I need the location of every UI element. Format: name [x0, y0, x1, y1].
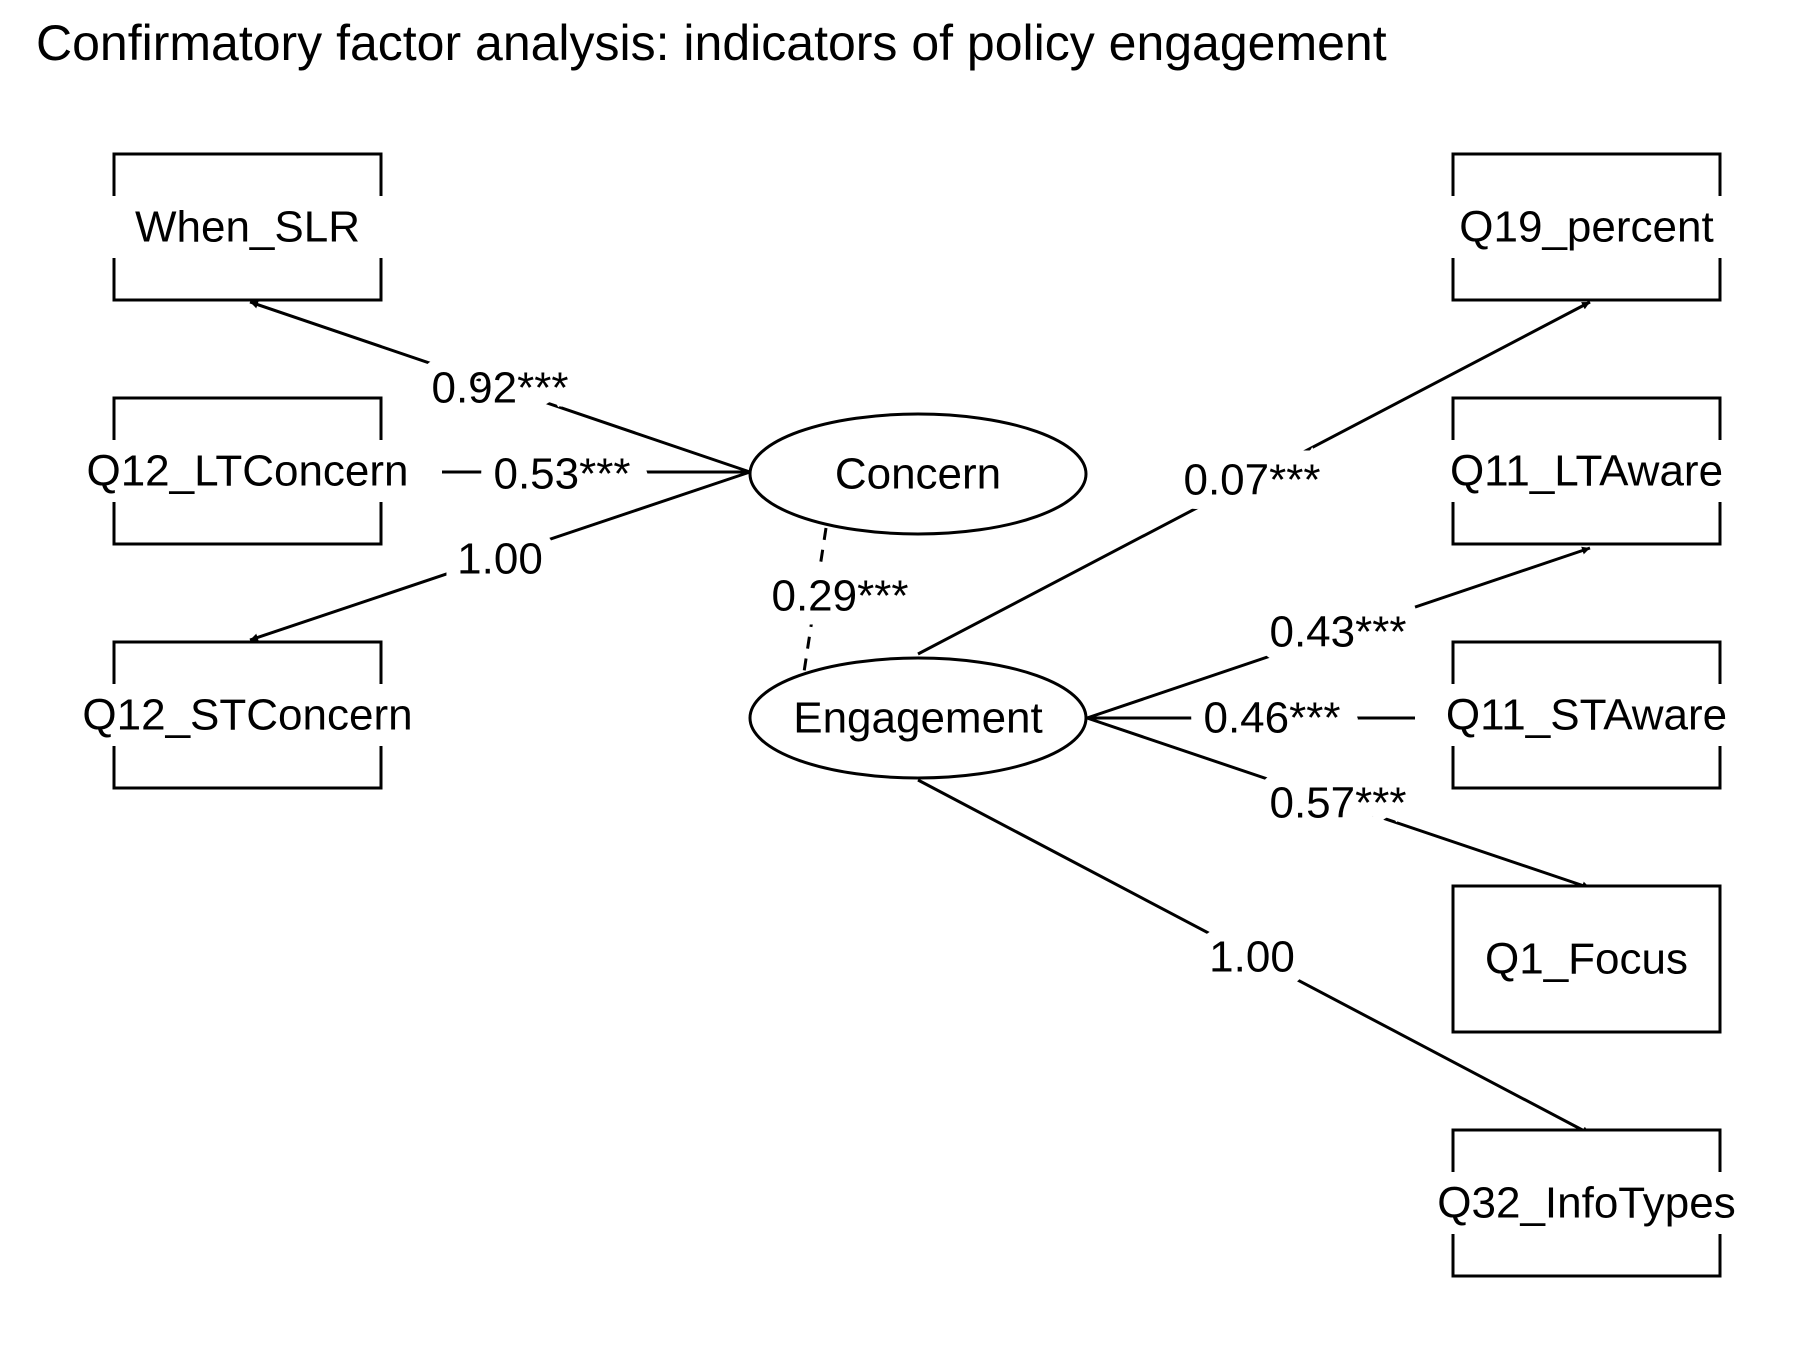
loading-path-q12-st: [249, 470, 751, 642]
indicator-q11-lt: Q11_LTAware: [1450, 396, 1723, 546]
loading-label-q12-st: 1.00: [457, 535, 543, 584]
indicator-q12-lt: Q12_LTConcern: [86, 396, 409, 546]
loading-path-when-slr: [249, 300, 751, 474]
loading-path-q11-lt: [1086, 546, 1591, 720]
indicator-label-q11-st: Q11_STAware: [1446, 691, 1727, 740]
indicator-label-when-slr: When_SLR: [135, 203, 360, 252]
indicator-q19: Q19_percent: [1451, 152, 1722, 302]
loading-label-q32: 1.00: [1209, 933, 1295, 982]
loading-label-q1: 0.57***: [1269, 779, 1406, 828]
indicator-q1: Q1_Focus: [1451, 884, 1722, 1034]
indicator-label-q19: Q19_percent: [1459, 203, 1713, 252]
latent-concern: Concern: [748, 412, 1088, 536]
loading-label-q12-lt: 0.53***: [493, 450, 630, 499]
loading-path-q19: [917, 300, 1591, 656]
indicator-label-q12-st: Q12_STConcern: [82, 691, 412, 740]
latent-engagement: Engagement: [748, 656, 1088, 780]
loading-label-when-slr: 0.92***: [431, 364, 568, 413]
indicator-label-q11-lt: Q11_LTAware: [1450, 447, 1723, 496]
indicator-q12-st: Q12_STConcern: [82, 640, 413, 790]
loading-path-q32: [917, 778, 1591, 1136]
covariance-label: 0.29***: [771, 572, 908, 621]
loading-label-q11-st: 0.46***: [1203, 694, 1340, 743]
latent-label-engagement: Engagement: [793, 694, 1043, 743]
loading-label-q19: 0.07***: [1183, 456, 1320, 505]
indicator-q32: Q32_InfoTypes: [1437, 1128, 1736, 1278]
loading-path-q1: [1086, 716, 1591, 890]
indicator-q11-st: Q11_STAware: [1446, 640, 1727, 790]
latent-label-concern: Concern: [835, 450, 1001, 499]
diagram-title: Confirmatory factor analysis: indicators…: [36, 15, 1387, 71]
indicator-when-slr: When_SLR: [112, 152, 383, 302]
covariance-path: [802, 527, 828, 673]
indicator-label-q1: Q1_Focus: [1485, 935, 1688, 984]
indicator-label-q12-lt: Q12_LTConcern: [86, 447, 408, 496]
indicator-label-q32: Q32_InfoTypes: [1437, 1179, 1735, 1228]
loading-label-q11-lt: 0.43***: [1269, 608, 1406, 657]
